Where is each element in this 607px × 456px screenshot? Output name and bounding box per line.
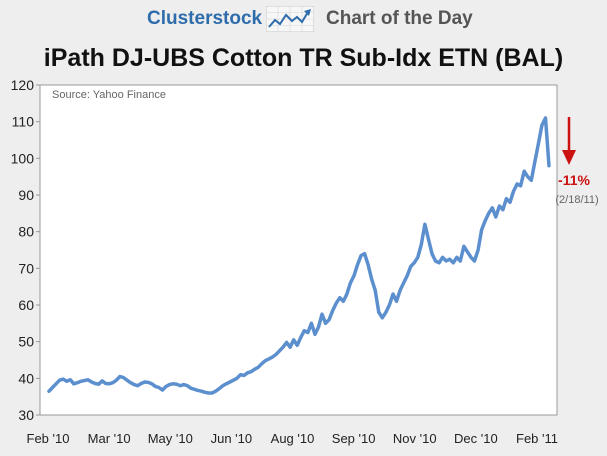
y-tick-label: 100: [11, 150, 35, 166]
brand-name: Clusterstock: [147, 8, 263, 29]
y-tick-label: 110: [12, 114, 35, 130]
y-tick-label: 80: [18, 224, 34, 240]
y-tick-label: 30: [18, 407, 34, 423]
annotation-layer: -11% (2/18/11): [555, 117, 599, 206]
x-tick-label: Sep '10: [332, 431, 376, 446]
change-percent-label: -11%: [558, 172, 590, 188]
price-series-line: [47, 116, 551, 395]
x-tick-label: May '10: [148, 431, 193, 446]
y-tick-label: 60: [18, 297, 34, 313]
y-tick-label: 70: [18, 260, 34, 276]
y-tick-label: 50: [18, 334, 34, 350]
x-tick-label: Feb '11: [516, 431, 558, 446]
plot-area: [39, 84, 558, 416]
x-tick-label: Nov '10: [393, 431, 437, 446]
y-axis: 30 40 50 60 70 80 90 100 110 120: [11, 77, 40, 423]
down-arrow-head: [562, 150, 576, 165]
y-tick-label: 40: [18, 370, 34, 386]
chart-title: iPath DJ-UBS Cotton TR Sub-Idx ETN (BAL): [43, 44, 564, 72]
y-tick-label: 90: [18, 187, 34, 203]
x-tick-label: Mar '10: [88, 431, 131, 446]
series-layer: [47, 116, 551, 395]
x-axis: Feb '10 Mar '10 May '10 Jun '10 Aug '10 Sep '…: [27, 431, 558, 446]
x-tick-label: Jun '10: [211, 431, 253, 446]
trend-line-icon: [266, 6, 314, 32]
brand-tagline: Chart of the Day: [326, 8, 473, 29]
brand-bar: Clusterstock Chart of the Day: [0, 0, 607, 38]
change-date-label: (2/18/11): [555, 194, 598, 206]
y-tick-label: 120: [11, 77, 35, 93]
source-note: Source: Yahoo Finance: [52, 89, 166, 101]
x-tick-label: Aug '10: [271, 431, 315, 446]
x-tick-label: Feb '10: [27, 431, 70, 446]
x-tick-label: Dec '10: [454, 431, 498, 446]
